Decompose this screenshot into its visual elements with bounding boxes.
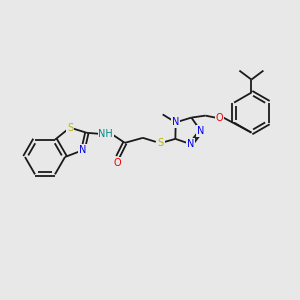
Text: O: O — [216, 112, 223, 123]
Text: S: S — [158, 138, 164, 148]
Text: O: O — [113, 158, 121, 168]
Text: S: S — [67, 123, 73, 133]
Text: N: N — [187, 139, 195, 149]
Text: N: N — [79, 145, 87, 155]
Text: N: N — [197, 126, 205, 136]
Text: N: N — [172, 117, 179, 128]
Text: NH: NH — [98, 129, 113, 139]
